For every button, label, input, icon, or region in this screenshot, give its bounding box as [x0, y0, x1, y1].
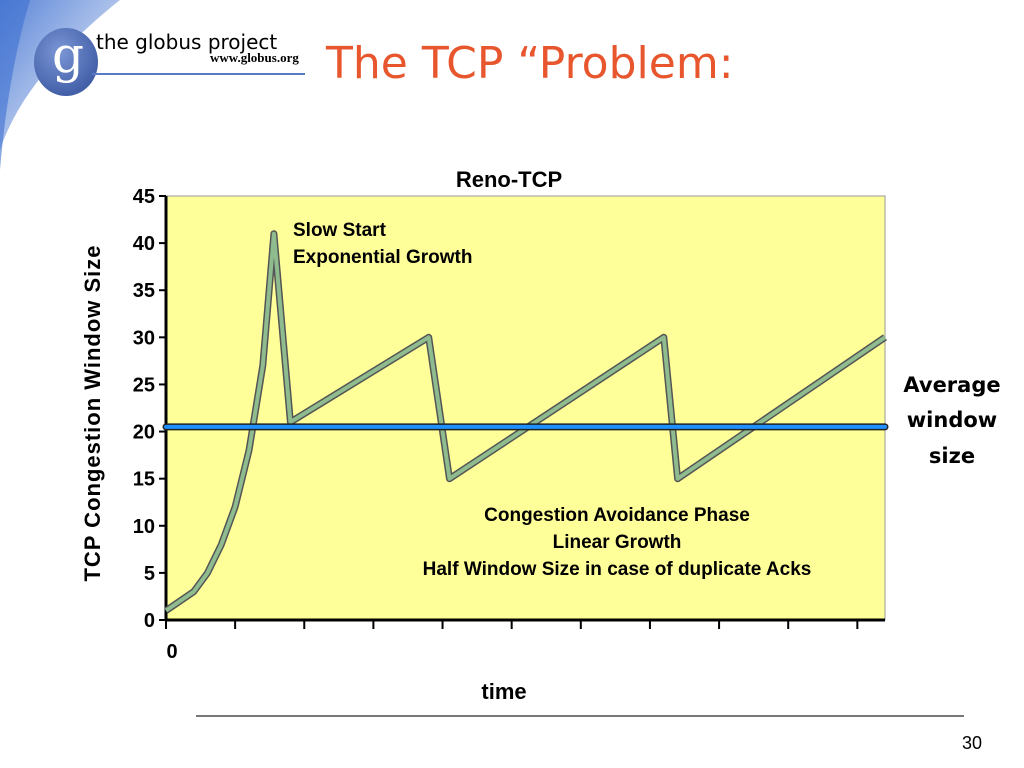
- chart-title: Reno-TCP: [456, 167, 562, 192]
- x-tick-label: 0: [166, 641, 177, 663]
- y-tick-label: 40: [133, 233, 155, 255]
- logo-url: www.globus.org: [210, 50, 299, 65]
- chart-annotation: Half Window Size in case of duplicate Ac…: [423, 559, 812, 580]
- chart-annotation: Linear Growth: [553, 532, 682, 553]
- y-tick-label: 30: [133, 327, 155, 349]
- globus-logo-icon: [34, 28, 98, 96]
- x-axis-title: time: [481, 679, 526, 704]
- slide-number: 30: [962, 733, 983, 753]
- chart-annotation: Congestion Avoidance Phase: [484, 505, 750, 526]
- chart-annotation: Exponential Growth: [293, 247, 472, 268]
- average-label: window: [907, 408, 997, 432]
- y-tick-label: 20: [133, 422, 155, 444]
- y-tick-label: 0: [144, 610, 155, 632]
- y-tick-label: 5: [144, 563, 155, 585]
- logo-letter: g: [52, 26, 85, 84]
- y-tick-label: 35: [133, 280, 155, 302]
- average-label: Average: [903, 373, 1000, 397]
- y-tick-label: 15: [133, 469, 155, 491]
- y-tick-label: 45: [133, 186, 155, 208]
- chart-annotation: Slow Start: [293, 220, 387, 241]
- series-line: [164, 231, 887, 613]
- y-tick-label: 25: [133, 374, 155, 396]
- y-tick-label: 10: [133, 516, 155, 538]
- y-axis-title: TCP Congestion Window Size: [80, 244, 105, 581]
- logo-name: the globus project: [96, 30, 278, 54]
- average-label: size: [929, 444, 975, 468]
- slide-title: The TCP “Problem:: [326, 38, 734, 89]
